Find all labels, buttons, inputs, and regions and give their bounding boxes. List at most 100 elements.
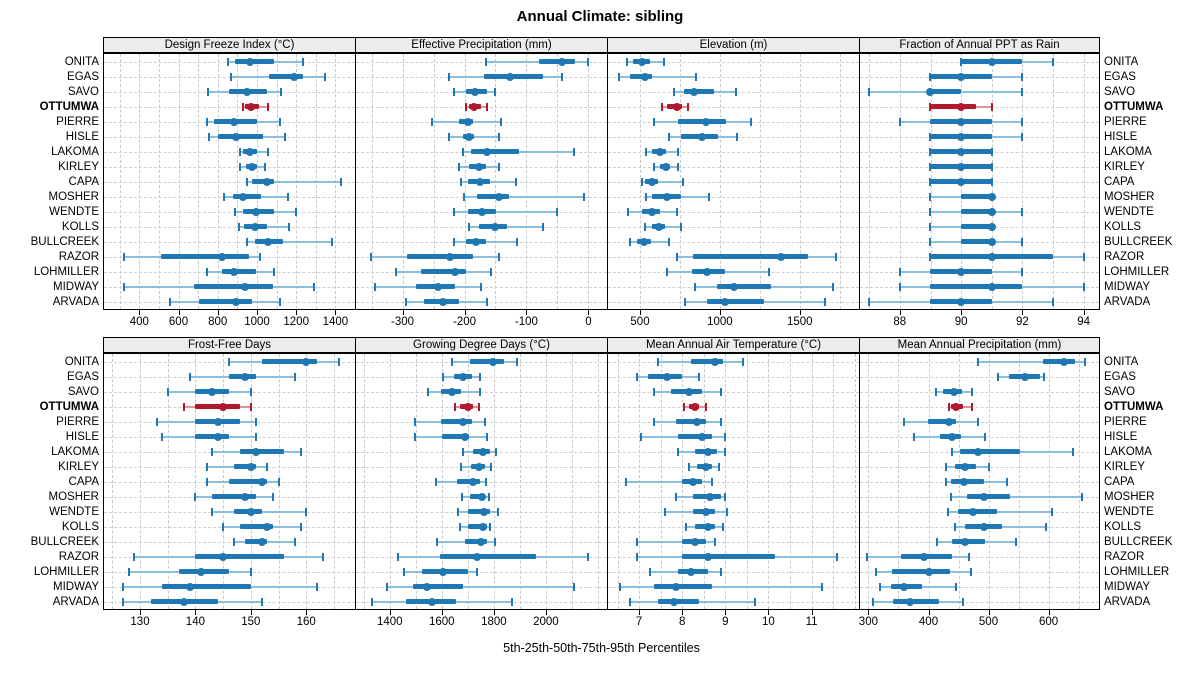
median-dot-LOHMILLER xyxy=(230,267,239,276)
whisker-cap-low-MOSHER xyxy=(461,492,464,501)
station-label-right-OTTUMWA: OTTUMWA xyxy=(1104,100,1164,113)
horizontal-gridline xyxy=(608,526,859,528)
whisker-cap-low-KIRLEY xyxy=(239,162,242,171)
median-dot-KOLLS xyxy=(478,522,487,531)
whisker-cap-high-ONITA xyxy=(1052,57,1055,66)
axis-tick xyxy=(257,310,258,315)
whisker-cap-high-RAZOR xyxy=(497,252,500,261)
whisker-cap-low-OTTUMWA xyxy=(453,402,456,411)
whisker-cap-high-EGAS xyxy=(294,372,297,381)
iqr-bar-MIDWAY xyxy=(194,284,273,289)
median-dot-RAZOR xyxy=(704,552,713,561)
horizontal-gridline xyxy=(608,406,859,408)
horizontal-gridline xyxy=(860,586,1099,588)
whisker-cap-low-RAZOR xyxy=(929,252,932,261)
median-dot-PIERRE xyxy=(463,117,472,126)
whisker-cap-low-EGAS xyxy=(618,72,621,81)
whisker-cap-high-EGAS xyxy=(1021,72,1024,81)
whisker-cap-high-MOSHER xyxy=(271,492,274,501)
range-line-MIDWAY xyxy=(387,585,575,588)
whisker-cap-low-PIERRE xyxy=(155,417,158,426)
median-dot-MOSHER xyxy=(706,492,715,501)
axis-tick xyxy=(335,310,337,315)
whisker-cap-high-HISLE xyxy=(497,132,500,141)
median-dot-LAKOMA xyxy=(252,447,261,456)
station-label-right-HISLE: HISLE xyxy=(1104,130,1138,143)
whisker-cap-high-LOHMILLER xyxy=(719,567,722,576)
whisker-cap-low-PIERRE xyxy=(653,117,656,126)
iqr-bar-KOLLS xyxy=(239,524,273,529)
whisker-cap-high-CAPA xyxy=(484,477,487,486)
axis-tick xyxy=(178,310,180,315)
iqr-bar-RAZOR xyxy=(407,254,473,259)
whisker-cap-low-WENDTE xyxy=(947,507,950,516)
axis-tick xyxy=(639,610,641,615)
whisker-cap-high-KOLLS xyxy=(299,522,302,531)
iqr-bar-RAZOR xyxy=(160,254,250,259)
whisker-cap-high-ONITA xyxy=(338,357,341,366)
iqr-bar-ONITA xyxy=(1043,359,1075,364)
axis-tick-label: 1200 xyxy=(283,316,309,328)
whisker-cap-high-PIERRE xyxy=(750,117,753,126)
median-dot-ONITA xyxy=(1060,357,1069,366)
median-dot-KOLLS xyxy=(704,522,713,531)
station-label-right-PIERRE: PIERRE xyxy=(1104,415,1147,428)
whisker-cap-low-KIRLEY xyxy=(205,462,208,471)
median-dot-OTTUMWA xyxy=(470,102,479,111)
median-dot-BULLCREEK xyxy=(472,237,481,246)
whisker-cap-low-KIRLEY xyxy=(929,162,932,171)
whisker-cap-low-EGAS xyxy=(929,72,932,81)
horizontal-gridline xyxy=(608,196,859,198)
whisker-cap-low-PIERRE xyxy=(205,117,208,126)
iqr-bar-MIDWAY xyxy=(413,584,464,589)
axis-tick-label: 8 xyxy=(678,616,686,628)
whisker-cap-high-ARVADA xyxy=(510,597,513,606)
axis-tick-label: -100 xyxy=(514,316,538,328)
whisker-cap-high-KIRLEY xyxy=(266,462,269,471)
horizontal-gridline xyxy=(860,376,1099,378)
whisker-cap-high-ONITA xyxy=(587,57,590,66)
axis-tick-label: 500 xyxy=(630,316,650,328)
whisker-cap-low-ARVADA xyxy=(872,597,875,606)
station-label-left-KIRLEY: KIRLEY xyxy=(58,160,99,173)
axis-tick xyxy=(250,610,252,615)
axis-tick xyxy=(768,610,770,615)
whisker-cap-low-MOSHER xyxy=(222,192,225,201)
median-dot-ARVADA xyxy=(232,297,241,306)
median-dot-WENDTE xyxy=(969,507,978,516)
median-dot-MIDWAY xyxy=(899,582,908,591)
median-dot-SAVO xyxy=(926,87,935,96)
median-dot-MIDWAY xyxy=(185,582,194,591)
median-dot-EGAS xyxy=(640,72,649,81)
median-dot-OTTUMWA xyxy=(219,402,228,411)
station-label-right-ARVADA: ARVADA xyxy=(1104,595,1151,608)
whisker-cap-high-MOSHER xyxy=(707,192,710,201)
whisker-cap-low-ARVADA xyxy=(683,297,686,306)
axis-tick-label: 140 xyxy=(185,616,205,628)
axis-tick-label: 130 xyxy=(130,616,150,628)
whisker-cap-high-MOSHER xyxy=(287,192,290,201)
whisker-cap-low-CAPA xyxy=(246,177,249,186)
whisker-cap-low-CAPA xyxy=(435,477,438,486)
whisker-cap-low-HISLE xyxy=(640,432,643,441)
whisker-cap-high-EGAS xyxy=(694,72,697,81)
strip-effective-precipitation-mm: Effective Precipitation (mm) xyxy=(355,37,608,53)
whisker-cap-high-BULLCREEK xyxy=(516,237,519,246)
iqr-bar-OTTUMWA xyxy=(930,104,977,109)
horizontal-gridline xyxy=(608,211,859,213)
iqr-bar-HISLE xyxy=(677,434,713,439)
station-label-left-PIERRE: PIERRE xyxy=(56,115,99,128)
axis-tick-label: 150 xyxy=(241,616,261,628)
whisker-cap-low-MIDWAY xyxy=(374,282,377,291)
median-dot-RAZOR xyxy=(217,252,226,261)
station-label-left-HISLE: HISLE xyxy=(65,430,99,443)
whisker-cap-low-ARVADA xyxy=(370,597,373,606)
median-dot-SAVO xyxy=(684,387,693,396)
median-dot-KIRLEY xyxy=(474,462,483,471)
station-label-left-KIRLEY: KIRLEY xyxy=(58,460,99,473)
whisker-cap-low-LAKOMA xyxy=(676,447,679,456)
whisker-cap-high-OTTUMWA xyxy=(485,102,488,111)
whisker-cap-high-ARVADA xyxy=(754,597,757,606)
whisker-cap-high-CAPA xyxy=(1005,477,1008,486)
iqr-bar-CAPA xyxy=(228,479,268,484)
